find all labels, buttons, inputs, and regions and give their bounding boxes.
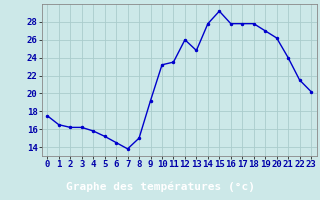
Text: Graphe des températures (°c): Graphe des températures (°c) <box>66 182 254 192</box>
